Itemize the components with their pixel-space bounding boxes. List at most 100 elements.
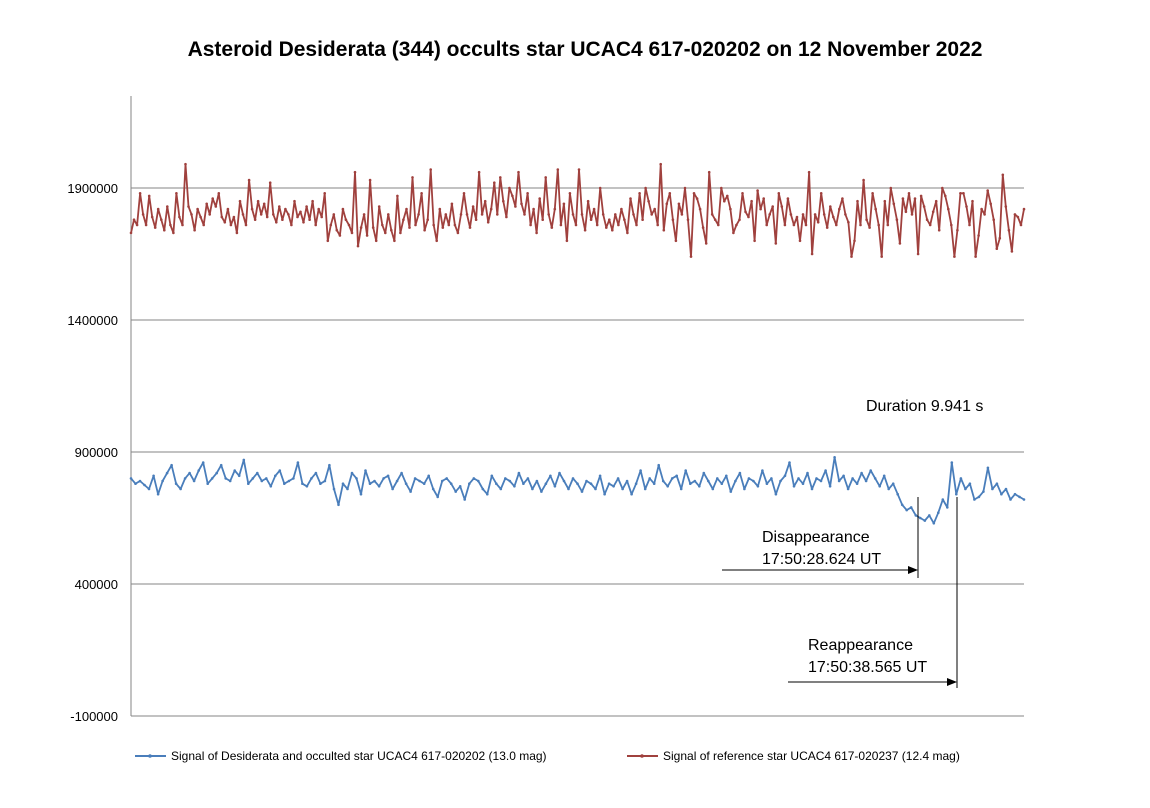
data-point <box>729 207 732 211</box>
data-point <box>779 479 782 483</box>
data-point <box>129 477 133 480</box>
data-point <box>630 492 633 496</box>
data-point <box>283 482 286 486</box>
data-point <box>235 231 239 235</box>
data-point <box>589 218 593 221</box>
data-point <box>373 479 376 483</box>
data-point <box>747 215 750 219</box>
data-point <box>925 218 929 221</box>
data-point <box>995 247 999 250</box>
data-point <box>901 197 905 200</box>
data-point <box>644 186 647 190</box>
data-point <box>693 479 697 483</box>
data-point <box>508 479 512 483</box>
data-point <box>341 207 345 211</box>
data-point <box>256 199 260 203</box>
data-point <box>595 223 599 227</box>
data-point <box>427 474 431 478</box>
y-tick-label: 900000 <box>75 445 118 460</box>
legend: Signal of Desiderata and occulted star U… <box>135 749 960 763</box>
data-point <box>205 202 208 206</box>
data-point <box>483 199 487 203</box>
data-point <box>188 471 191 475</box>
data-point <box>244 223 248 227</box>
data-point <box>156 492 160 496</box>
data-point <box>301 482 304 486</box>
data-point <box>723 199 726 203</box>
data-point <box>571 213 575 216</box>
data-point <box>414 223 417 227</box>
data-point <box>819 479 823 483</box>
data-point <box>774 492 778 496</box>
data-point <box>855 482 859 486</box>
data-point <box>400 471 403 475</box>
data-point <box>250 207 254 211</box>
data-point <box>923 519 927 522</box>
data-point <box>364 469 367 472</box>
data-point <box>206 482 209 486</box>
data-point <box>770 477 773 480</box>
data-point <box>583 228 587 232</box>
data-point <box>738 218 741 221</box>
data-point <box>846 487 850 491</box>
data-point <box>232 215 236 219</box>
data-point <box>399 231 402 235</box>
data-point <box>262 202 266 206</box>
y-tick-label: 400000 <box>75 577 118 592</box>
series-line-1 <box>130 163 1025 258</box>
data-point <box>713 218 717 221</box>
data-point <box>874 207 877 211</box>
data-point <box>707 170 711 174</box>
data-point <box>161 479 164 483</box>
data-point <box>495 482 498 486</box>
data-point <box>346 487 349 491</box>
data-point <box>603 492 606 496</box>
data-point <box>801 482 805 486</box>
data-point <box>989 202 992 206</box>
data-point <box>214 205 218 208</box>
data-point <box>247 482 250 486</box>
data-point <box>717 223 720 227</box>
data-point <box>287 213 290 216</box>
data-point <box>471 205 475 208</box>
data-point <box>444 213 448 216</box>
data-point <box>174 482 178 486</box>
data-point <box>502 199 505 203</box>
data-point <box>671 218 675 221</box>
disappearance-arrowhead <box>908 566 918 574</box>
data-point <box>420 192 423 195</box>
data-point <box>458 485 462 488</box>
data-point <box>404 482 408 486</box>
data-point <box>454 490 458 493</box>
data-point <box>296 215 299 219</box>
data-point <box>859 223 862 227</box>
data-point <box>196 207 199 211</box>
data-point <box>623 218 626 221</box>
data-point <box>556 168 560 171</box>
data-point <box>496 213 499 216</box>
data-point <box>417 213 420 216</box>
data-point <box>659 162 662 166</box>
data-point <box>747 477 751 480</box>
data-point <box>761 469 764 472</box>
data-point <box>387 213 390 216</box>
data-point <box>210 477 214 480</box>
data-point <box>656 223 659 227</box>
data-point <box>650 213 653 216</box>
data-point <box>941 498 945 501</box>
data-point <box>338 234 342 237</box>
data-point <box>362 213 366 216</box>
data-point <box>490 474 494 478</box>
data-point <box>438 207 442 211</box>
data-point <box>169 223 172 227</box>
data-point <box>824 469 827 472</box>
data-point <box>486 492 489 496</box>
data-point <box>513 485 516 488</box>
data-point <box>932 522 936 525</box>
data-point <box>172 231 175 235</box>
series-points-1 <box>129 162 1026 258</box>
data-point <box>170 463 173 467</box>
series-group <box>129 162 1026 525</box>
data-point <box>702 471 706 475</box>
data-point <box>571 477 575 480</box>
